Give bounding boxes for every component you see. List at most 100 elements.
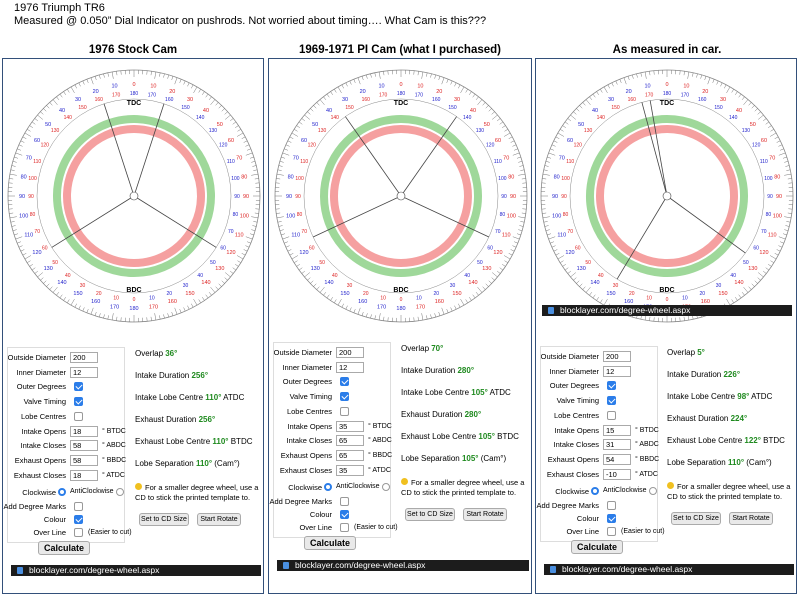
checkbox-add-degree-marks[interactable] xyxy=(607,501,616,511)
input-intake-closes[interactable]: 58 xyxy=(70,440,98,452)
radio-clockwise[interactable] xyxy=(324,483,332,492)
input-exhaust-opens[interactable]: 54 xyxy=(603,453,631,465)
degree-tick xyxy=(774,253,779,256)
degree-tick xyxy=(557,132,565,137)
degree-label: 100 xyxy=(507,213,516,219)
input-outer-diameter[interactable]: 200 xyxy=(336,347,364,358)
checkbox-lobe-centres[interactable] xyxy=(607,410,616,420)
degree-label: 180 xyxy=(129,306,138,312)
degree-label-inner: 10 xyxy=(682,295,688,301)
radio-anticlockwise[interactable] xyxy=(116,488,124,497)
degree-tick xyxy=(205,294,209,299)
intake-opens-line xyxy=(345,116,402,197)
input-inner-diameter[interactable]: 12 xyxy=(70,366,98,378)
start-rotate-button[interactable]: Start Rotate xyxy=(197,513,241,526)
input-intake-opens[interactable]: 18 xyxy=(70,425,98,437)
degree-form: Outside Diameter 200 Inner Diameter 12 Outer… xyxy=(3,347,132,556)
input-exhaust-closes[interactable]: 35 xyxy=(336,464,364,476)
input-exhaust-opens[interactable]: 58 xyxy=(70,454,98,466)
intake-arc xyxy=(65,115,215,277)
start-rotate-button[interactable]: Start Rotate xyxy=(463,508,507,521)
result-label: Exhaust Lobe Centre xyxy=(667,436,745,445)
degree-label: 50 xyxy=(45,122,51,128)
url-bar[interactable]: blocklayer.com/degree-wheel.aspx xyxy=(277,560,529,571)
degree-tick xyxy=(784,229,789,231)
checkbox-over-line[interactable] xyxy=(607,527,616,537)
url-bar-top[interactable]: blocklayer.com/degree-wheel.aspx xyxy=(542,305,792,316)
checkbox-add-degree-marks[interactable] xyxy=(340,497,349,507)
url-bar[interactable]: blocklayer.com/degree-wheel.aspx xyxy=(11,565,261,576)
degree-label: 10 xyxy=(111,84,117,90)
radio-clockwise[interactable] xyxy=(591,487,599,496)
radio-anticlockwise[interactable] xyxy=(382,483,390,492)
degree-tick xyxy=(232,267,237,271)
checkbox-outer-degrees[interactable] xyxy=(340,377,349,387)
degree-label-inner: 90 xyxy=(767,194,773,200)
degree-tick xyxy=(782,233,787,236)
degree-tick xyxy=(249,156,254,159)
calculate-button[interactable]: Calculate xyxy=(571,540,623,555)
input-outer-diameter[interactable]: 200 xyxy=(603,351,631,362)
degree-label: 40 xyxy=(470,108,476,114)
input-outer-diameter[interactable]: 200 xyxy=(70,352,98,363)
degree-tick xyxy=(562,125,566,128)
degree-tick xyxy=(313,105,317,109)
degree-tick xyxy=(430,73,432,78)
degree-label-inner: 130 xyxy=(742,128,751,134)
input-inner-diameter[interactable]: 12 xyxy=(336,361,364,373)
degree-tick xyxy=(56,96,60,101)
input-intake-opens[interactable]: 15 xyxy=(603,424,631,436)
degree-label-inner: 50 xyxy=(319,260,325,266)
input-intake-closes[interactable]: 65 xyxy=(336,435,364,447)
degree-tick xyxy=(550,148,554,151)
start-rotate-button[interactable]: Start Rotate xyxy=(729,512,773,525)
radio-anticlockwise[interactable] xyxy=(649,487,657,496)
degree-tick xyxy=(232,121,237,125)
input-inner-diameter[interactable]: 12 xyxy=(603,365,631,377)
checkbox-colour[interactable] xyxy=(74,515,83,525)
tdc-label: TDC xyxy=(660,100,674,107)
panel-0: 0 180 10 170 20 160 30 150 40 140 50 130 60 120 70 110 8… xyxy=(2,58,264,594)
checkbox-colour[interactable] xyxy=(340,510,349,520)
degree-tick xyxy=(221,108,225,112)
result-label: Intake Lobe Centre xyxy=(667,392,738,401)
input-exhaust-closes[interactable]: -10 xyxy=(603,468,631,480)
input-exhaust-closes[interactable]: 18 xyxy=(70,469,98,481)
unit-abdc: ° ABDC xyxy=(368,437,392,445)
checkbox-lobe-centres[interactable] xyxy=(340,406,349,416)
set-to-cd-size-button[interactable]: Set to CD Size xyxy=(139,513,189,526)
radio-clockwise[interactable] xyxy=(58,488,66,497)
checkbox-colour[interactable] xyxy=(607,514,616,524)
set-to-cd-size-button[interactable]: Set to CD Size xyxy=(405,508,455,521)
degree-tick xyxy=(765,121,770,125)
checkbox-lobe-centres[interactable] xyxy=(74,411,83,421)
result-label: Lobe Separation xyxy=(135,459,196,468)
result-intake-duration: Intake Duration 226° xyxy=(667,370,740,379)
degree-tick xyxy=(769,132,777,137)
checkbox-over-line[interactable] xyxy=(340,523,349,533)
input-intake-opens[interactable]: 35 xyxy=(336,420,364,432)
degree-tick xyxy=(174,307,178,315)
checkbox-valve-timing[interactable] xyxy=(74,397,83,407)
checkbox-valve-timing[interactable] xyxy=(340,392,349,402)
checkbox-outer-degrees[interactable] xyxy=(607,381,616,391)
calculate-button[interactable]: Calculate xyxy=(38,541,90,556)
input-intake-closes[interactable]: 31 xyxy=(603,439,631,451)
degree-label-inner: 130 xyxy=(584,128,593,134)
input-exhaust-opens[interactable]: 65 xyxy=(336,449,364,461)
result-overlap: Overlap 5° xyxy=(667,348,705,357)
degree-label-inner: 40 xyxy=(65,273,71,279)
degree-tick xyxy=(482,286,486,290)
degree-tick xyxy=(446,79,449,83)
result-suffix: ATDC xyxy=(487,388,511,397)
checkbox-outer-degrees[interactable] xyxy=(74,382,83,392)
checkbox-over-line[interactable] xyxy=(74,528,83,538)
checkbox-valve-timing[interactable] xyxy=(607,396,616,406)
calculate-button[interactable]: Calculate xyxy=(304,536,356,551)
unit-atdc: ° ATDC xyxy=(635,470,658,478)
checkbox-add-degree-marks[interactable] xyxy=(74,502,83,512)
degree-tick xyxy=(31,121,36,125)
set-to-cd-size-button[interactable]: Set to CD Size xyxy=(671,512,721,525)
url-bar[interactable]: blocklayer.com/degree-wheel.aspx xyxy=(544,564,794,575)
degree-tick xyxy=(20,249,25,252)
